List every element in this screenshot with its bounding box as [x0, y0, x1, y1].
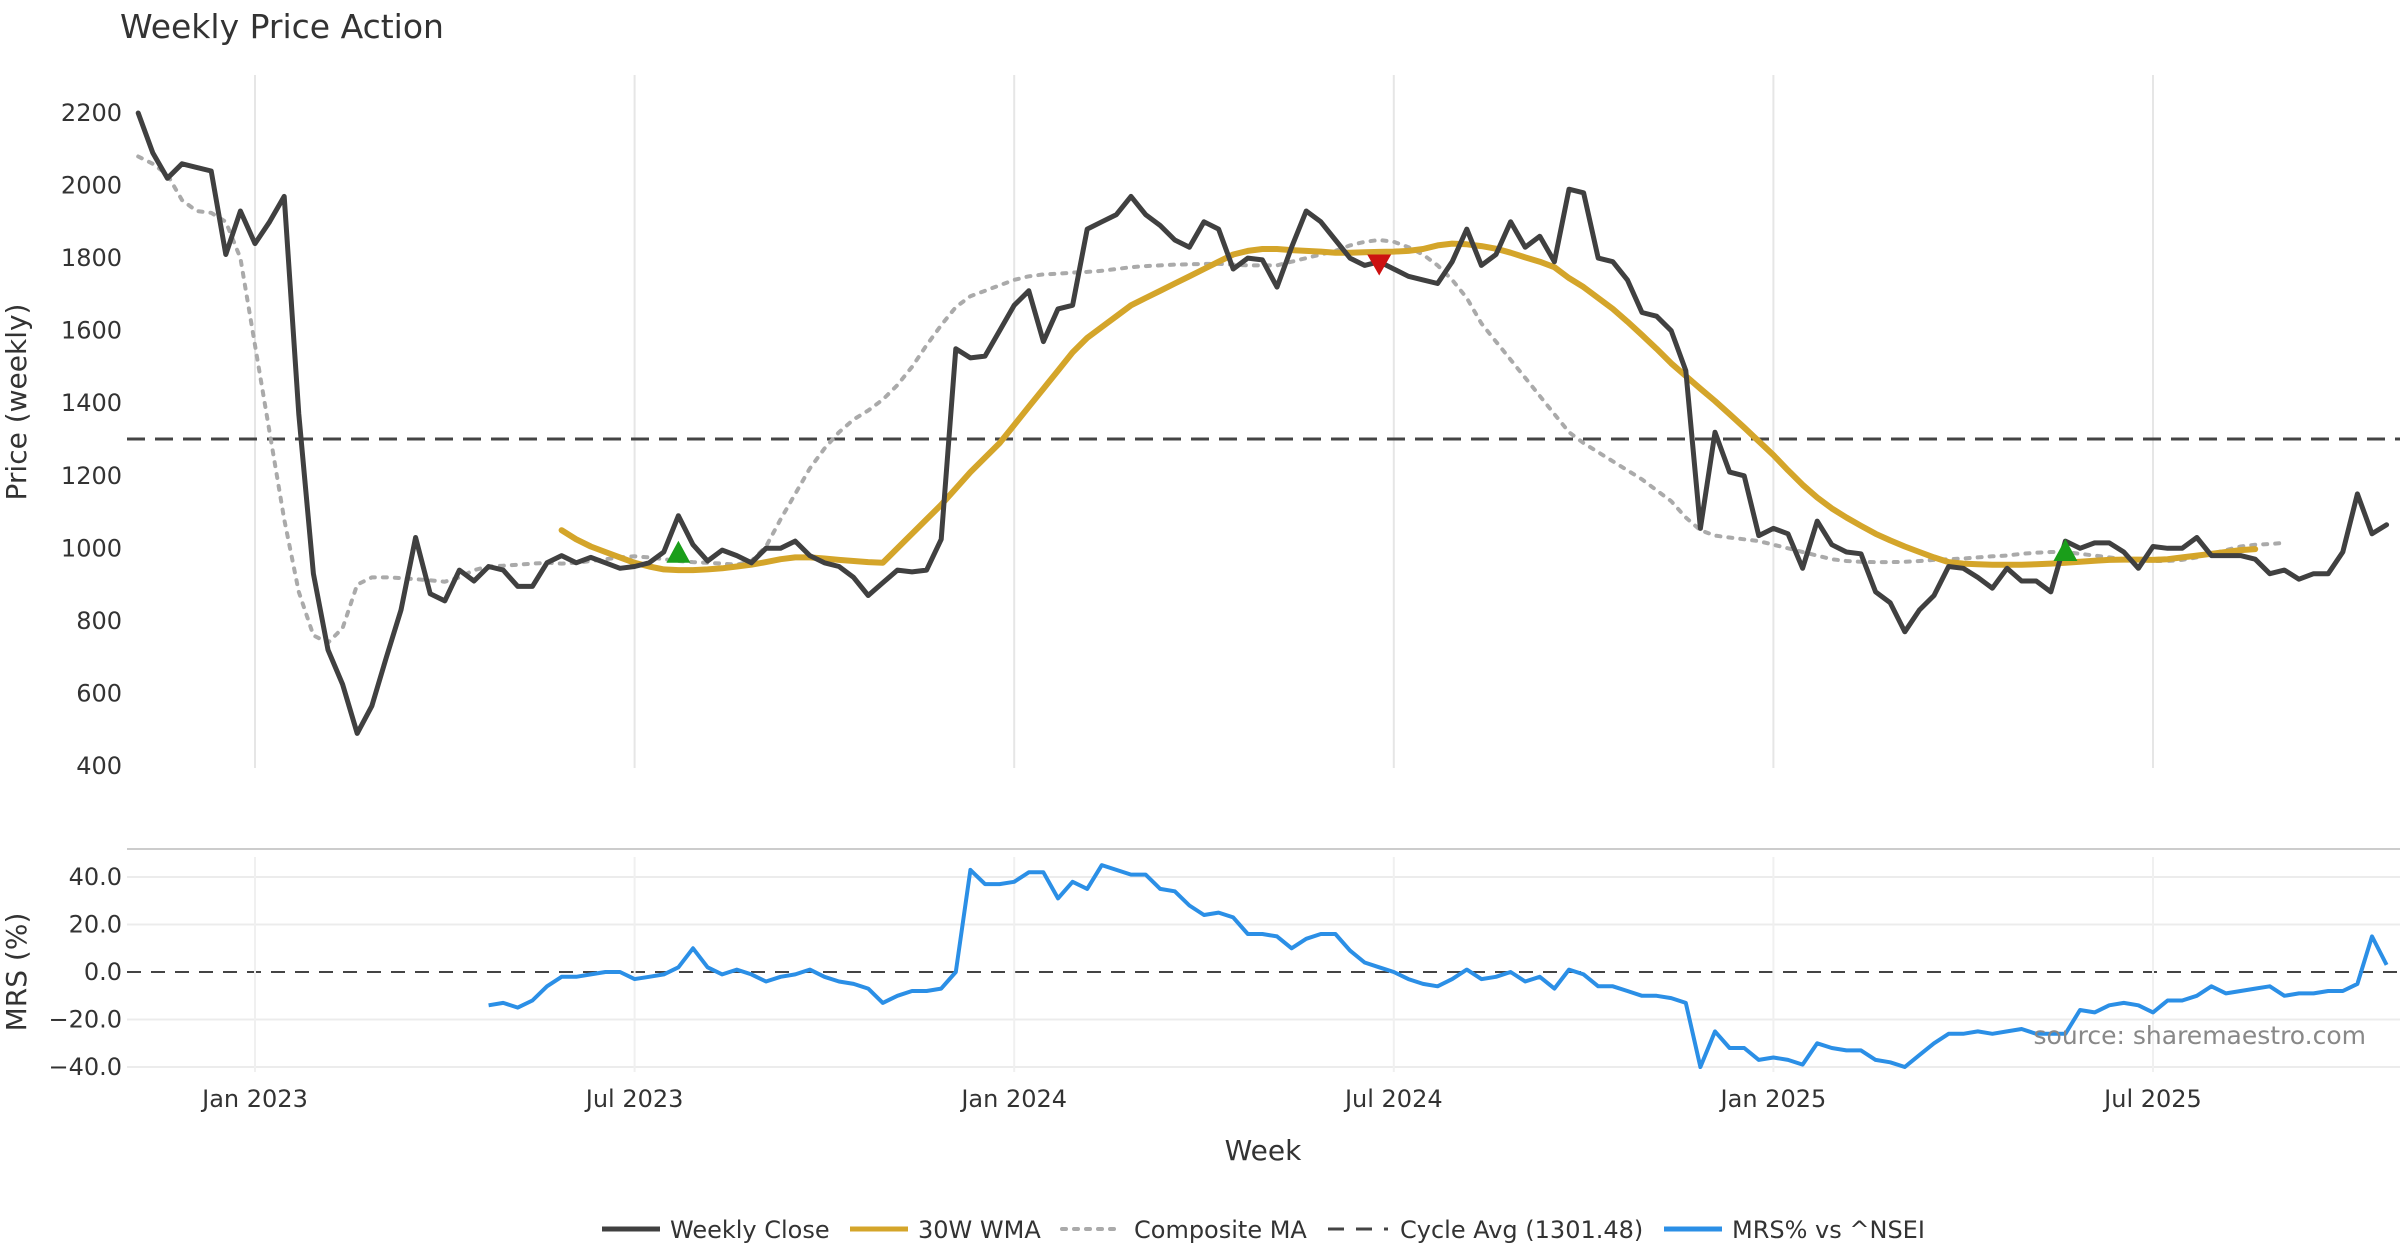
legend-label-weekly-close: Weekly Close: [670, 1216, 830, 1244]
mrs-y-ticks: 40.0 20.0 0.0 −20.0 −40.0: [48, 863, 122, 1081]
price-y-tick-label: 1600: [61, 317, 122, 345]
legend-label-mrs: MRS% vs ^NSEI: [1732, 1216, 1925, 1244]
x-tick-label: Jul 2025: [2102, 1085, 2202, 1113]
price-vertical-grid: [254, 75, 2154, 768]
x-tick-label: Jul 2024: [1343, 1085, 1443, 1113]
series-mrs-vs-nsei: [488, 863, 2389, 1069]
buy-signal-marker: [666, 540, 691, 563]
price-y-tick-label: 2200: [61, 99, 122, 127]
price-series-group: [135, 110, 2390, 736]
x-axis-label: Week: [1225, 1134, 1302, 1167]
price-y-tick-label: 800: [76, 607, 122, 635]
legend-label-cycle-avg: Cycle Avg (1301.48): [1400, 1216, 1643, 1244]
x-tick-label: Jan 2025: [1719, 1085, 1827, 1113]
x-tick-label: Jan 2024: [959, 1085, 1067, 1113]
mrs-y-tick-label: 20.0: [69, 911, 122, 939]
mrs-series-group: [488, 863, 2389, 1069]
legend-label-composite-ma: Composite MA: [1134, 1216, 1307, 1244]
chart-title: Weekly Price Action: [120, 7, 444, 46]
signal-markers: [666, 254, 2078, 563]
price-y-tick-label: 1400: [61, 389, 122, 417]
mrs-y-tick-label: 0.0: [84, 958, 122, 986]
legend-label-30w-wma: 30W WMA: [918, 1216, 1041, 1244]
chart-legend: Weekly Close 30W WMA Composite MA Cycle …: [602, 1216, 1925, 1244]
mrs-y-tick-label: −40.0: [48, 1053, 122, 1081]
mrs-y-axis-label: MRS (%): [0, 913, 33, 1032]
price-y-axis-label: Price (weekly): [0, 304, 33, 501]
price-y-tick-label: 1200: [61, 462, 122, 490]
price-y-tick-label: 1000: [61, 534, 122, 562]
price-y-tick-label: 600: [76, 679, 122, 707]
price-y-tick-label: 400: [76, 752, 122, 780]
price-y-tick-label: 2000: [61, 172, 122, 200]
sell-signal-marker: [1367, 254, 1392, 276]
price-y-ticks: 2200 2000 1800 1600 1400 1200 1000 800 600 400: [61, 99, 122, 780]
source-note: source: sharemaestro.com: [2034, 1021, 2367, 1050]
price-y-tick-label: 1800: [61, 244, 122, 272]
x-tick-label: Jul 2023: [584, 1085, 684, 1113]
mrs-grid: [127, 857, 2400, 1072]
series-30w-wma: [558, 240, 2259, 574]
mrs-y-tick-label: 40.0: [69, 863, 122, 891]
x-tick-label: Jan 2023: [200, 1085, 308, 1113]
buy-signal-marker: [2053, 538, 2078, 561]
series-weekly-close: [135, 110, 2390, 736]
mrs-y-tick-label: −20.0: [48, 1006, 122, 1034]
x-ticks: Jan 2023 Jul 2023 Jan 2024 Jul 2024 Jan 2025…: [200, 1085, 2202, 1113]
